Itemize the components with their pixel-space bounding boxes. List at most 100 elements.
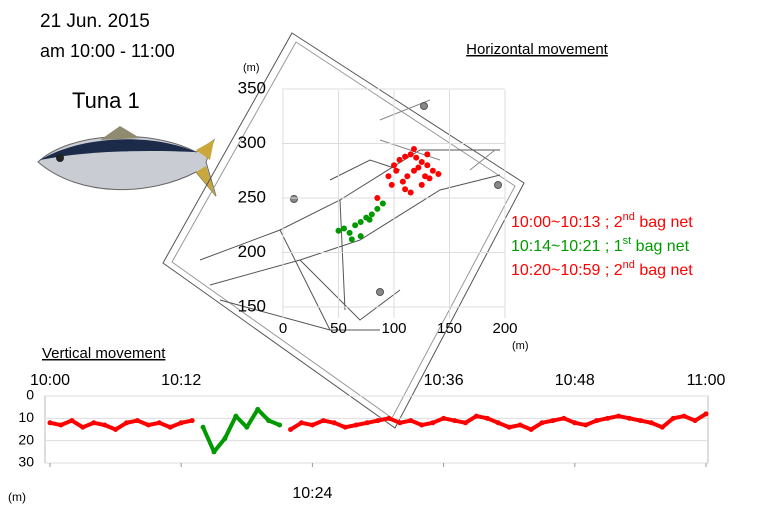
x-tick-label: 0 — [279, 320, 287, 337]
depth-point — [91, 420, 96, 425]
depth-point — [201, 425, 206, 430]
y-tick-label: 150 — [238, 296, 266, 315]
position-point — [341, 226, 347, 232]
depth-point — [310, 423, 315, 428]
depth-point — [277, 423, 282, 428]
legend-entry: 10:14~10:21 ; 1st bag net — [511, 235, 690, 255]
depth-line — [203, 409, 280, 451]
y-tick-label: 10 — [18, 409, 34, 425]
depth-point — [332, 420, 337, 425]
depth-point — [605, 416, 610, 421]
y-tick-label: 30 — [18, 454, 34, 470]
figure: 21 Jun. 2015 am 10:00 - 11:00 Tuna 1 Hor… — [0, 0, 758, 506]
depth-point — [222, 436, 227, 441]
position-point — [369, 211, 375, 217]
depth-point — [255, 407, 260, 412]
position-point — [419, 159, 425, 165]
position-point — [336, 228, 342, 234]
position-point — [413, 155, 419, 161]
depth-point — [244, 425, 249, 430]
x-tick-label: 10:48 — [555, 372, 595, 389]
y-tick-label: 350 — [238, 78, 266, 97]
position-point — [367, 217, 373, 223]
depth-point — [212, 449, 217, 454]
position-point — [402, 186, 408, 192]
depth-point — [430, 420, 435, 425]
x-tick-label: 11:00 — [687, 372, 726, 389]
depth-point — [550, 418, 555, 423]
position-point — [385, 173, 391, 179]
position-point — [358, 233, 364, 239]
subject: Tuna 1 — [72, 88, 140, 113]
depth-point — [561, 416, 566, 421]
depth-point — [266, 418, 271, 423]
depth-point — [638, 418, 643, 423]
depth-point — [179, 420, 184, 425]
depth-point — [135, 418, 140, 423]
position-point — [374, 195, 380, 201]
position-point — [424, 162, 430, 168]
depth-point — [190, 418, 195, 423]
depth-point — [518, 423, 523, 428]
depth-point — [69, 418, 74, 423]
position-point — [411, 146, 417, 152]
x-tick-label: 10:24 — [292, 485, 332, 502]
position-point — [380, 200, 386, 206]
depth-point — [408, 418, 413, 423]
position-point — [435, 171, 441, 177]
position-point — [358, 219, 364, 225]
date: 21 Jun. 2015 — [40, 11, 150, 32]
depth-point — [343, 425, 348, 430]
depth-point — [58, 423, 63, 428]
position-point — [389, 182, 395, 188]
depth-point — [671, 416, 676, 421]
depth-point — [113, 427, 118, 432]
depth-point — [649, 420, 654, 425]
depth-point — [299, 420, 304, 425]
depth-point — [168, 425, 173, 430]
position-point — [374, 206, 380, 212]
depth-point — [452, 418, 457, 423]
depth-point — [233, 414, 238, 419]
depth-point — [397, 420, 402, 425]
depth-point — [124, 420, 129, 425]
depth-point — [321, 418, 326, 423]
x-tick-label: 150 — [437, 320, 462, 337]
x-axis-label: (m) — [512, 340, 529, 352]
depth-point — [80, 425, 85, 430]
position-point — [424, 151, 430, 157]
depth-point — [693, 418, 698, 423]
depth-point — [419, 423, 424, 428]
depth-point — [463, 420, 468, 425]
position-point — [415, 164, 421, 170]
y-tick-label: 200 — [238, 242, 266, 261]
position-point — [352, 222, 358, 228]
position-point — [391, 162, 397, 168]
y-axis-label: (m) — [243, 62, 260, 74]
depth-point — [627, 416, 632, 421]
depth-point — [288, 427, 293, 432]
time-range: am 10:00 - 11:00 — [40, 41, 175, 61]
depth-point — [507, 425, 512, 430]
depth-point — [485, 416, 490, 421]
position-point — [430, 168, 436, 174]
x-tick-label: 200 — [492, 320, 517, 337]
chart-title: Horizontal movement — [466, 41, 609, 58]
x-tick-label: 100 — [381, 320, 406, 337]
y-axis-label: (m) — [8, 490, 26, 504]
y-tick-label: 250 — [238, 187, 266, 206]
depth-point — [660, 425, 665, 430]
depth-point — [529, 427, 534, 432]
depth-point — [540, 420, 545, 425]
depth-point — [583, 423, 588, 428]
depth-point — [441, 416, 446, 421]
x-tick-label: 10:12 — [161, 372, 201, 389]
position-point — [427, 175, 433, 181]
depth-point — [682, 414, 687, 419]
position-point — [397, 157, 403, 163]
position-point — [404, 173, 410, 179]
depth-point — [572, 420, 577, 425]
position-point — [400, 179, 406, 185]
position-point — [393, 168, 399, 174]
position-point — [402, 154, 408, 160]
